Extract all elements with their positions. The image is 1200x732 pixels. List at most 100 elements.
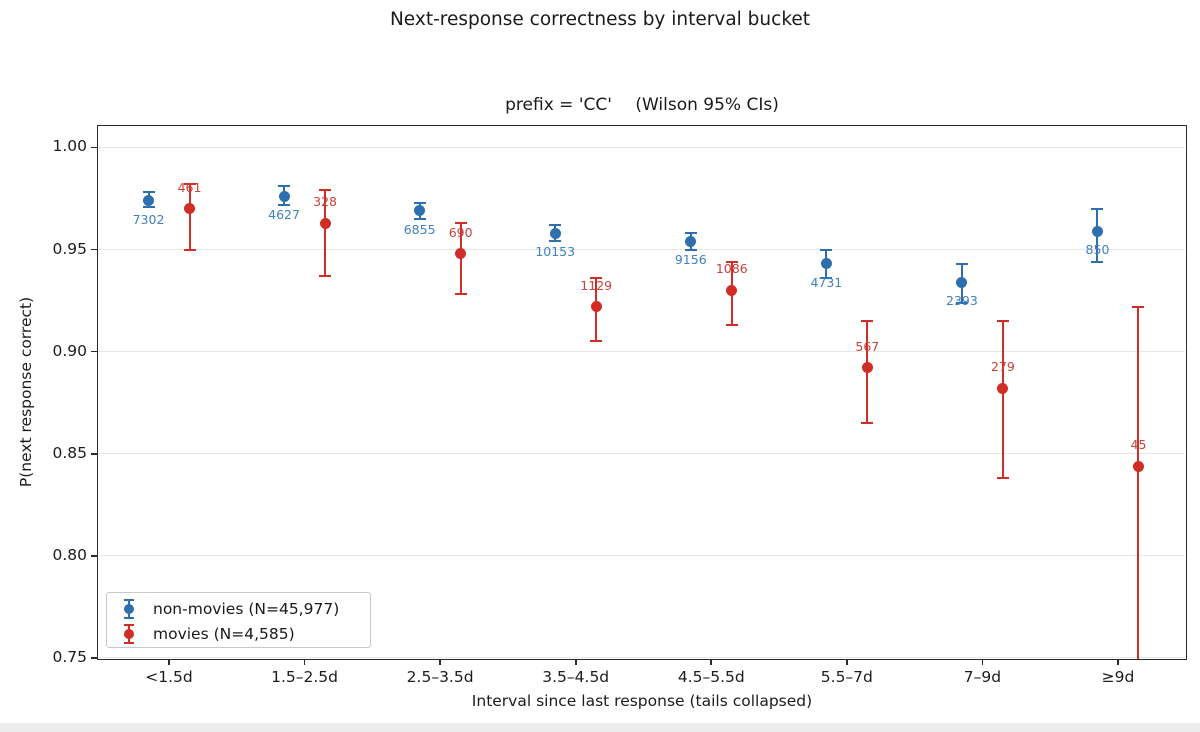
error-bar-cap-top: [820, 248, 833, 251]
data-point-0-4: [685, 235, 697, 247]
subtitle-prefix: prefix = 'CC': [505, 95, 612, 115]
error-bar-cap-top: [278, 185, 291, 188]
count-label-1-4: 1086: [715, 261, 748, 277]
error-bar-cap-top: [319, 189, 332, 192]
error-bar-cap-bottom: [183, 248, 196, 251]
legend-row-1: movies (N=4,585): [119, 623, 358, 645]
count-label-1-1: 328: [313, 194, 337, 209]
legend-row-0: non-movies (N=45,977): [119, 598, 358, 620]
legend-glyph-cap: [124, 642, 134, 644]
error-bar-cap-bottom: [955, 301, 968, 304]
gridline: [99, 249, 1185, 251]
error-bar-1-0: [188, 184, 191, 250]
y-tick-label: 0.90: [52, 341, 87, 360]
data-point-1-1: [319, 217, 331, 229]
data-point-0-0: [143, 195, 154, 207]
x-tick-mark: [710, 660, 713, 665]
x-tick-label: ≥9d: [1101, 668, 1135, 686]
legend-errorbar-icon: [119, 623, 139, 645]
error-bar-cap-bottom: [319, 275, 332, 278]
y-tick-label: 0.95: [52, 239, 87, 258]
legend-glyph-cap: [124, 599, 134, 601]
gridline: [99, 351, 1185, 353]
y-tick-label: 1.00: [52, 137, 87, 156]
data-point-0-7: [1091, 225, 1103, 237]
window-bottom-edge: [0, 723, 1200, 732]
legend-glyph-cap: [124, 624, 134, 626]
data-point-1-7: [1132, 460, 1144, 472]
count-label-1-2: 690: [448, 224, 473, 240]
data-point-1-6: [997, 382, 1009, 394]
legend-errorbar-icon: [119, 598, 139, 620]
x-tick-mark: [574, 660, 577, 665]
x-tick-label: 1.5–2.5d: [271, 668, 338, 686]
plot-frame: [97, 125, 1187, 660]
error-bar-cap-top: [1091, 207, 1104, 210]
error-bar-cap-top: [142, 191, 155, 194]
count-label-0-6: 2393: [946, 293, 978, 309]
count-label-0-0: 7302: [132, 211, 165, 227]
error-bar-cap-top: [684, 232, 697, 235]
subtitle-ci-note: (Wilson 95% CIs): [635, 95, 779, 115]
error-bar-cap-top: [183, 183, 196, 186]
legend-glyph-cap: [124, 617, 134, 619]
error-bar-cap-bottom: [1091, 260, 1104, 263]
error-bar-cap-bottom: [142, 205, 155, 208]
count-label-0-3: 10153: [535, 244, 576, 260]
gridline: [99, 657, 1185, 659]
x-tick-mark: [1117, 660, 1119, 665]
chart-subtitle: prefix = 'CC' (Wilson 95% CIs): [97, 95, 1187, 115]
error-bar-cap-bottom: [549, 240, 562, 243]
chart-title: Next-response correctness by interval bu…: [389, 9, 811, 30]
y-tick-label: 0.80: [52, 545, 87, 564]
gridline: [99, 453, 1185, 455]
error-bar-cap-bottom: [820, 277, 833, 280]
x-tick-label: 2.5–3.5d: [406, 668, 474, 686]
error-bar-cap-top: [725, 260, 738, 263]
x-tick-label: 4.5–5.5d: [677, 668, 745, 686]
y-tick-label: 0.85: [52, 443, 87, 462]
y-tick-mark: [91, 350, 97, 353]
data-point-1-3: [590, 301, 602, 313]
legend-glyph-dot: [124, 604, 134, 614]
error-bar-1-1: [324, 190, 327, 277]
legend: non-movies (N=45,977) movies (N=4,585): [106, 592, 371, 648]
count-label-0-2: 6855: [403, 221, 436, 237]
count-label-0-1: 4627: [268, 207, 300, 223]
x-tick-label: 5.5–7d: [820, 668, 873, 686]
x-tick-mark: [168, 660, 170, 665]
gridline: [99, 555, 1185, 557]
data-point-1-2: [455, 248, 467, 260]
data-point-0-3: [549, 227, 561, 239]
error-bar-cap-bottom: [454, 293, 467, 296]
y-tick-mark: [91, 555, 97, 557]
error-bar-cap-bottom: [684, 248, 697, 251]
count-label-1-6: 279: [990, 359, 1015, 375]
x-axis-label: Interval since last response (tails coll…: [471, 692, 813, 710]
legend-label-1: movies (N=4,585): [153, 625, 295, 643]
x-tick-label: <1.5d: [145, 668, 193, 686]
count-label-1-7: 45: [1130, 437, 1147, 452]
error-bar-1-7: [1137, 306, 1140, 659]
error-bar-cap-bottom: [590, 340, 603, 343]
y-tick-mark: [91, 452, 97, 455]
error-bar-cap-bottom: [413, 217, 426, 220]
y-axis-label: P(next response correct): [17, 296, 35, 488]
count-label-0-4: 9156: [674, 252, 707, 268]
data-point-0-2: [414, 205, 426, 217]
x-tick-mark: [303, 660, 306, 665]
count-label-0-5: 4731: [810, 274, 843, 290]
error-bar-cap-top: [1132, 305, 1145, 308]
x-tick-mark: [439, 660, 441, 665]
x-tick-mark: [981, 660, 984, 665]
error-bar-cap-bottom: [278, 203, 291, 206]
error-bar-cap-bottom: [725, 324, 738, 327]
legend-label-0: non-movies (N=45,977): [153, 600, 340, 618]
error-bar-cap-top: [413, 201, 426, 204]
count-label-1-3: 1129: [580, 277, 613, 293]
y-tick-mark: [91, 146, 97, 149]
data-point-1-0: [184, 203, 195, 215]
y-tick-label: 0.75: [52, 647, 87, 666]
count-label-1-0: 461: [177, 179, 202, 195]
